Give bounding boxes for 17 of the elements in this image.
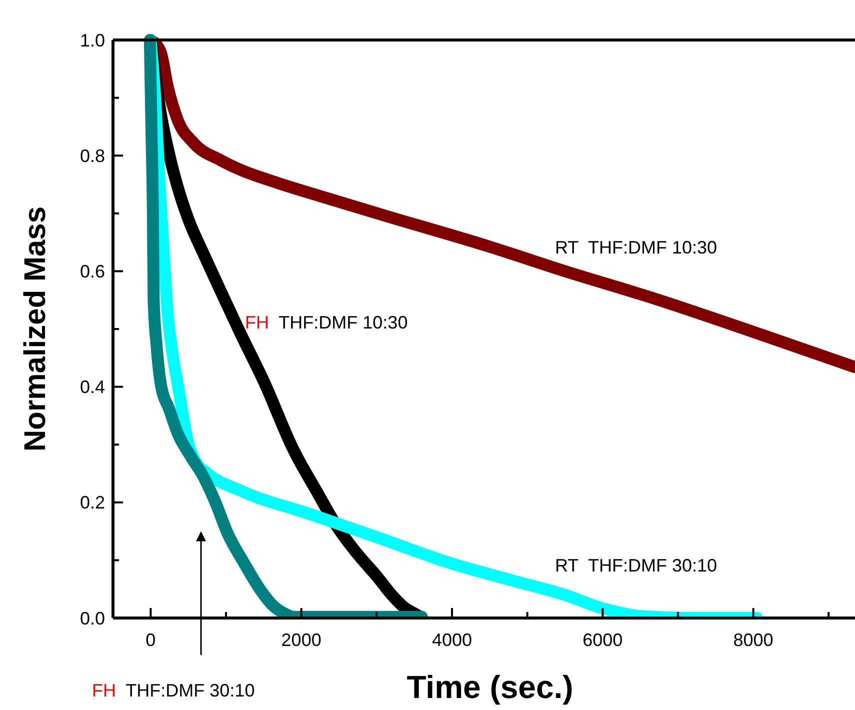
x-tick-label: 2000 bbox=[281, 630, 322, 650]
x-axis-title: Time (sec.) bbox=[406, 669, 574, 705]
annotation: RT THF:DMF 10:30 bbox=[555, 237, 718, 258]
y-tick-label: 1.0 bbox=[80, 30, 105, 50]
annotation: FH THF:DMF 10:30 bbox=[245, 312, 408, 332]
x-tick-label: 6000 bbox=[582, 630, 623, 650]
y-tick-label: 0.8 bbox=[80, 146, 105, 166]
y-tick-label: 0.0 bbox=[80, 608, 105, 628]
x-tick-label: 8000 bbox=[733, 630, 774, 650]
y-tick-label: 0.6 bbox=[80, 262, 105, 282]
x-tick-label: 0 bbox=[146, 630, 156, 650]
y-axis-title: Normalized Mass bbox=[19, 206, 52, 452]
y-tick-label: 0.4 bbox=[80, 377, 105, 398]
x-tick-label: 4000 bbox=[432, 630, 472, 650]
y-tick-label: 0.2 bbox=[80, 492, 105, 513]
text: FH THF:DMF 30:10 bbox=[92, 680, 255, 700]
annotation: RT THF:DMF 30:10 bbox=[555, 555, 718, 576]
